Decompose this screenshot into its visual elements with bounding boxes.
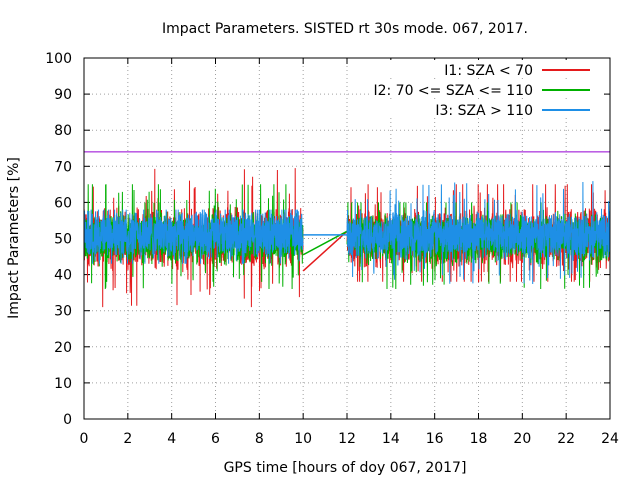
plot-frame (83, 57, 611, 420)
legend-entry-background (370, 80, 602, 98)
series-line-before-gap (83, 209, 304, 264)
x-tick-label: 2 (123, 431, 132, 447)
y-tick-label: 90 (54, 87, 72, 103)
x-tick-label: 8 (255, 431, 264, 447)
x-tick-label: 20 (513, 431, 531, 447)
y-tick-label: 80 (54, 123, 72, 139)
y-tick-label: 60 (54, 195, 72, 211)
y-tick-label: 70 (54, 159, 72, 175)
x-tick-label: 4 (167, 431, 176, 447)
legend-entry-background (370, 100, 602, 118)
x-tick-label: 12 (338, 431, 356, 447)
y-tick-label: 100 (45, 51, 72, 67)
x-tick-label: 16 (426, 431, 444, 447)
y-tick-label: 10 (54, 376, 72, 392)
x-tick-label: 22 (557, 431, 575, 447)
series-gap-connector (302, 230, 348, 272)
data-series (83, 168, 611, 308)
y-tick-label: 30 (54, 304, 72, 320)
x-tick-label: 18 (470, 431, 488, 447)
y-tick-label: 20 (54, 340, 72, 356)
y-axis-label: Impact Parameters [%] (6, 157, 22, 319)
legend-label: I3: SZA > 110 (435, 103, 533, 119)
legend-entry-background (370, 60, 602, 78)
series-line-after-gap (346, 181, 611, 285)
y-tick-label: 0 (63, 412, 72, 428)
chart-title: Impact Parameters. SISTED rt 30s mode. 0… (162, 21, 528, 37)
x-tick-label: 24 (601, 431, 619, 447)
y-tick-label: 50 (54, 232, 72, 248)
y-tick-label: 40 (54, 268, 72, 284)
x-tick-label: 0 (80, 431, 89, 447)
x-tick-label: 10 (294, 431, 312, 447)
x-axis-label: GPS time [hours of doy 067, 2017] (224, 460, 467, 476)
legend-label: I1: SZA < 70 (444, 63, 533, 79)
x-tick-label: 14 (382, 431, 400, 447)
legend: I1: SZA < 70 I2: 70 <= SZA <= 110 I3: SZA … (370, 60, 602, 119)
x-tick-label: 6 (211, 431, 220, 447)
series-3 (83, 181, 611, 285)
legend-label: I2: 70 <= SZA <= 110 (373, 83, 533, 99)
